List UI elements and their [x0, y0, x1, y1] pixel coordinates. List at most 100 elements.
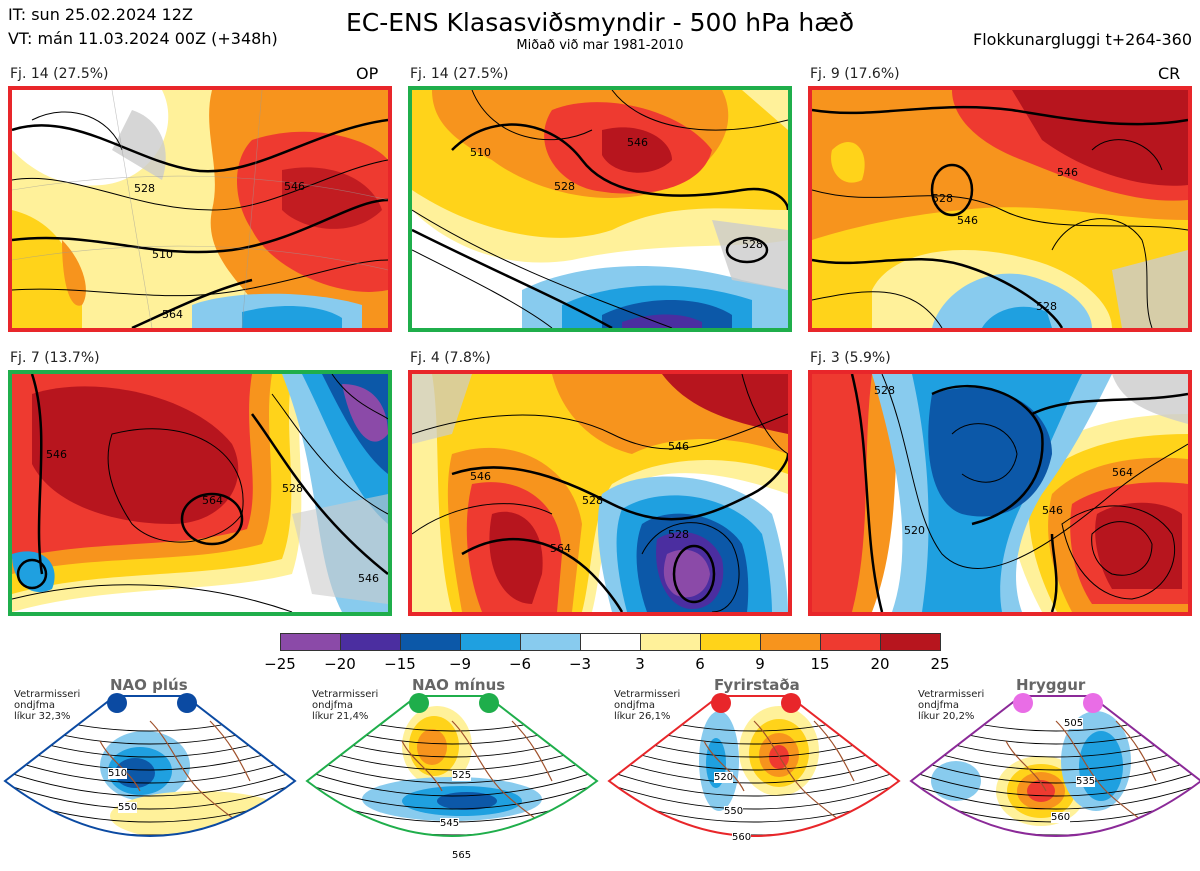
regime-note-line: ondjfma	[312, 700, 353, 711]
contour-label: 564	[550, 542, 571, 555]
contour-label: 528	[554, 180, 575, 193]
contour-label: 528	[134, 182, 155, 195]
regime-contour-label: 560	[1051, 812, 1071, 823]
regime-marker-dot	[409, 693, 429, 713]
colorbar-tick-label: 25	[930, 655, 950, 673]
regime-map	[3, 695, 297, 837]
regime-marker-dot	[781, 693, 801, 713]
colorbar-tick-label: −9	[448, 655, 472, 673]
regime-contour-label: 505	[1064, 718, 1084, 729]
initial-time: IT: sun 25.02.2024 12Z	[8, 5, 193, 24]
contour-label: 546	[1057, 166, 1078, 179]
panel-1-tag: OP	[356, 64, 379, 83]
regime-note-line: ondjfma	[614, 700, 655, 711]
regime-contour-label: 550	[724, 806, 744, 817]
colorbar-swatch	[400, 633, 461, 651]
regime-title: Hryggur	[1016, 676, 1086, 694]
contour-label: 546	[668, 440, 689, 453]
page-title: EC-ENS Klasasviðsmyndir - 500 hPa hæð	[345, 8, 855, 37]
panel-2-label: Fj. 14 (27.5%)	[410, 66, 509, 82]
contour-label: 564	[1112, 466, 1133, 479]
panel-6-label: Fj. 3 (5.9%)	[810, 350, 891, 366]
regime-contour-label: 520	[714, 772, 734, 783]
panel-1-label: Fj. 14 (27.5%)	[10, 66, 109, 82]
colorbar-tick-label: 15	[810, 655, 830, 673]
contour-label: 546	[957, 214, 978, 227]
regime-contour-label: 550	[118, 802, 138, 813]
regime-note-line: Vetrarmisseri	[14, 689, 81, 700]
colorbar-tick-label: 9	[755, 655, 765, 673]
contour-label: 546	[46, 448, 67, 461]
colorbar-swatch	[460, 633, 521, 651]
contour-label: 520	[904, 524, 925, 537]
colorbar-swatch	[640, 633, 701, 651]
colorbar-swatch	[760, 633, 821, 651]
contour-label: 546	[358, 572, 379, 585]
contour-label: 510	[152, 248, 173, 261]
colorbar-swatch	[820, 633, 881, 651]
cluster-map-6: 528 564 520 546	[808, 370, 1192, 616]
colorbar-tick-label: −6	[508, 655, 532, 673]
panel-4-label: Fj. 7 (13.7%)	[10, 350, 100, 366]
regime-title: NAO plús	[110, 676, 188, 694]
colorbar-tick-label: 3	[635, 655, 645, 673]
contour-label: 528	[1036, 300, 1057, 313]
cluster-map-4: 546 564 528 546	[8, 370, 392, 616]
colorbar-tick-label: −25	[264, 655, 296, 673]
regime-contour-label: 525	[452, 770, 472, 781]
panel-5-label: Fj. 4 (7.8%)	[410, 350, 491, 366]
colorbar-swatch	[700, 633, 761, 651]
regime-map	[305, 695, 599, 837]
regime-note-line: líkur 26,1%	[614, 711, 671, 722]
colorbar-tick-label: 20	[870, 655, 890, 673]
contour-label: 528	[742, 238, 763, 251]
valid-time: VT: mán 11.03.2024 00Z (+348h)	[8, 29, 278, 48]
regime-contour-label: 545	[440, 818, 460, 829]
regime-marker-dot	[1083, 693, 1103, 713]
panel-3-tag: CR	[1158, 64, 1181, 83]
regime-title: NAO mínus	[412, 676, 506, 694]
regime-marker-dot	[177, 693, 197, 713]
regime-contour-label: 510	[108, 768, 128, 779]
contour-label: 528	[874, 384, 895, 397]
regime-map	[607, 695, 901, 837]
contour-label: 528	[282, 482, 303, 495]
contour-label: 564	[162, 308, 183, 321]
regime-note-line: ondjfma	[14, 700, 55, 711]
cluster-map-2: 546 528 510 528	[408, 86, 792, 332]
cluster-map-3: 528 546 546 528	[808, 86, 1192, 332]
regime-note-line: Vetrarmisseri	[614, 689, 681, 700]
regime-marker-dot	[107, 693, 127, 713]
colorbar-swatch	[280, 633, 341, 651]
regime-contour-label: 535	[1076, 776, 1096, 787]
regime-marker-dot	[1013, 693, 1033, 713]
colorbar-tick-label: −15	[384, 655, 416, 673]
cluster-map-1: 528 546 510 564	[8, 86, 392, 332]
regime-note: Vetrarmisseri ondjfma líkur 26,1%	[614, 689, 680, 722]
regime-marker-dot	[711, 693, 731, 713]
regime-map	[909, 695, 1200, 837]
regime-contour-label: 560	[732, 832, 752, 843]
regime-note-line: ondjfma	[918, 700, 959, 711]
contour-label: 564	[202, 494, 223, 507]
regime-note-line: líkur 32,3%	[14, 711, 71, 722]
regime-note-line: Vetrarmisseri	[918, 689, 985, 700]
colorbar-swatch	[340, 633, 401, 651]
contour-label: 528	[582, 494, 603, 507]
regime-note: Vetrarmisseri ondjfma líkur 21,4%	[312, 689, 378, 722]
contour-label: 528	[932, 192, 953, 205]
contour-label: 546	[284, 180, 305, 193]
regime-note-line: Vetrarmisseri	[312, 689, 379, 700]
page-subtitle: Miðað við mar 1981-2010	[516, 38, 684, 53]
panel-3-label: Fj. 9 (17.6%)	[810, 66, 900, 82]
contour-label: 546	[470, 470, 491, 483]
cluster-map-5: 546 528 564 546 528	[408, 370, 792, 616]
colorbar-tick-label: 6	[695, 655, 705, 673]
colorbar-tick-label: −20	[324, 655, 356, 673]
classification-window: Flokkunargluggi t+264-360	[973, 30, 1192, 49]
colorbar-swatch	[580, 633, 641, 651]
contour-label: 528	[668, 528, 689, 541]
regime-marker-dot	[479, 693, 499, 713]
colorbar-tick-label: −3	[568, 655, 592, 673]
regime-contour-label: 565	[452, 850, 472, 861]
